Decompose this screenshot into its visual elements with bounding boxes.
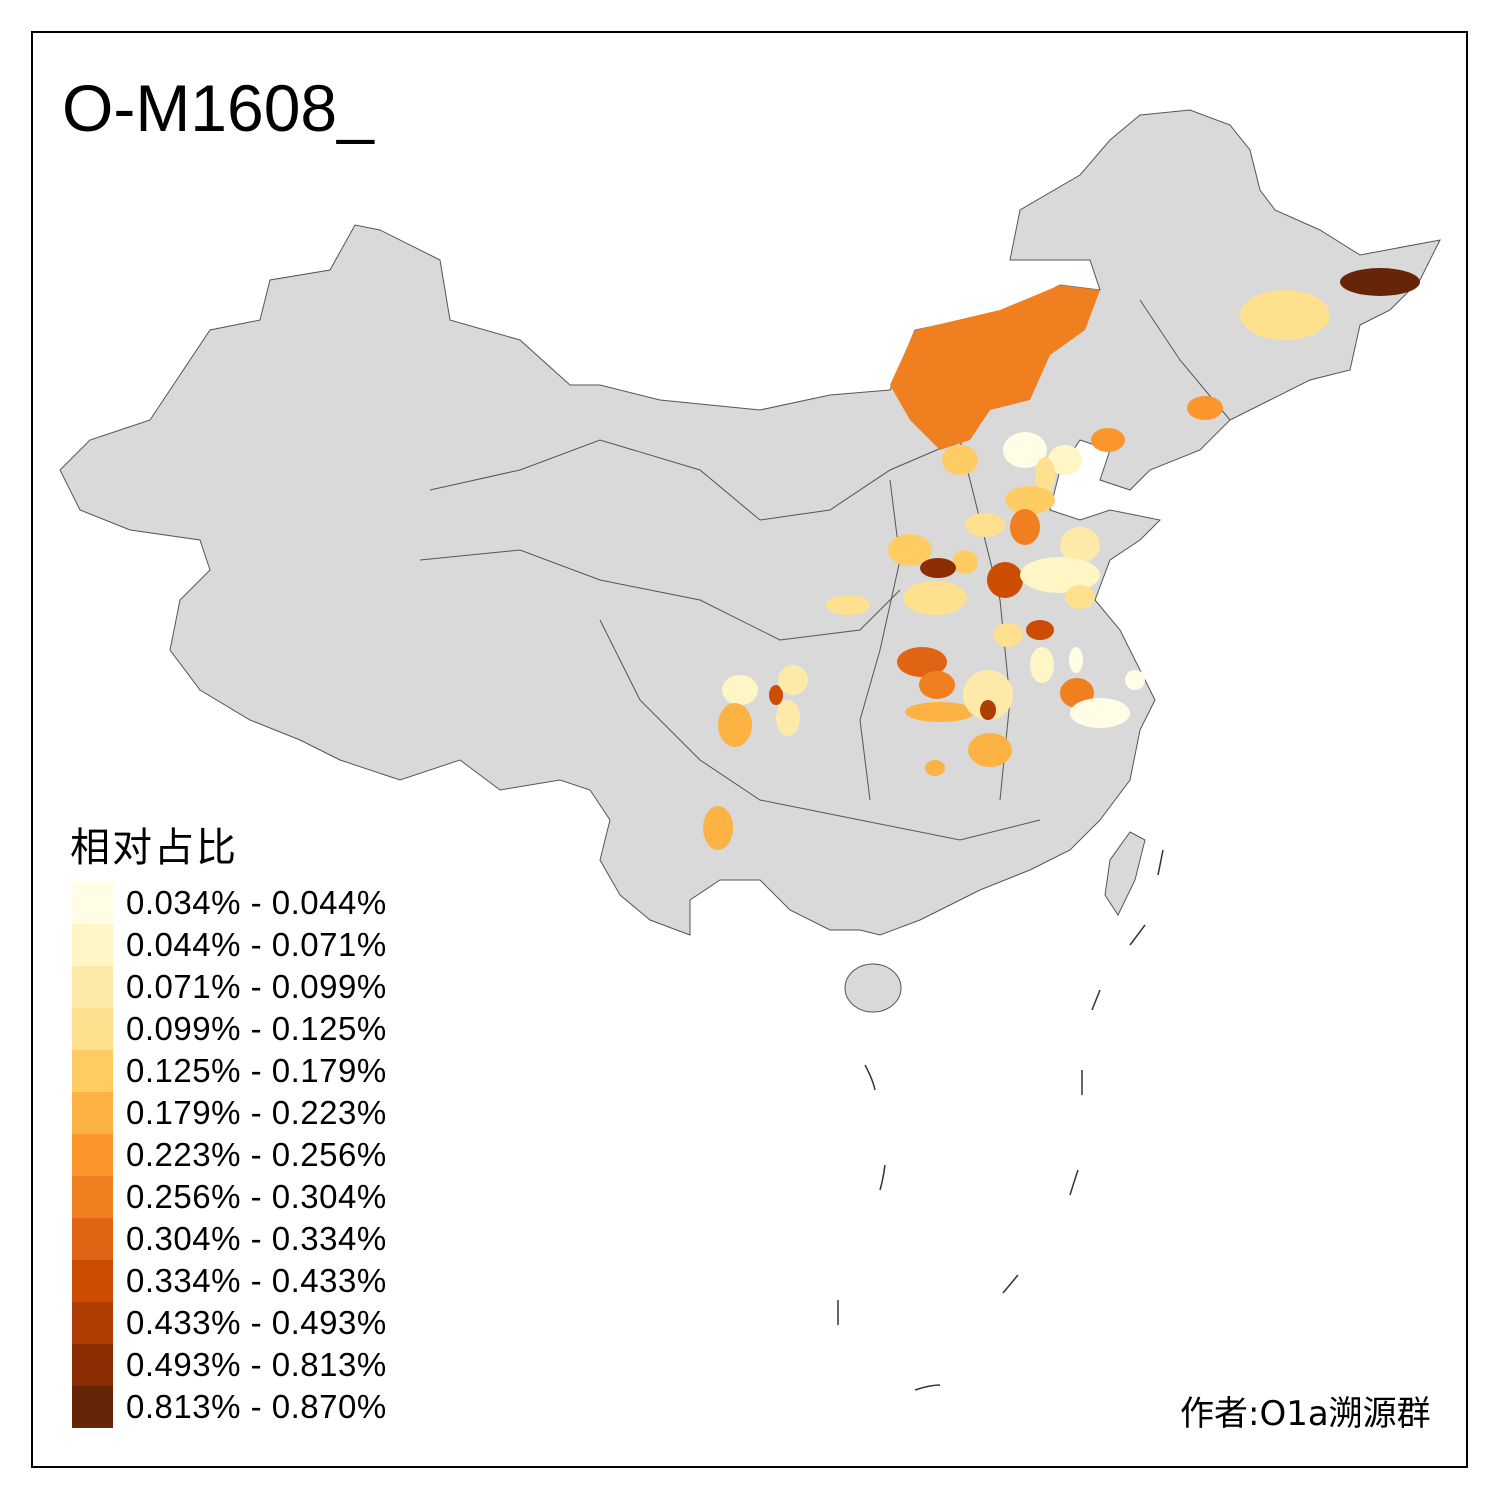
legend-swatch <box>72 1260 113 1302</box>
map-title: O-M1608_ <box>62 71 374 145</box>
region-fill <box>1091 428 1125 452</box>
legend-item: 0.071% - 0.099% <box>72 966 387 1008</box>
legend-swatch <box>72 1176 113 1218</box>
region-fill <box>888 534 932 566</box>
region-fill <box>963 670 1013 720</box>
region-fill <box>1035 457 1055 493</box>
legend-title: 相对占比 <box>70 825 238 871</box>
legend-item: 0.125% - 0.179% <box>72 1050 387 1092</box>
region-fill <box>980 700 996 720</box>
region-fill <box>1070 698 1130 728</box>
legend-item: 0.099% - 0.125% <box>72 1008 387 1050</box>
legend-label: 0.813% - 0.870% <box>126 1388 387 1425</box>
legend-item: 0.044% - 0.071% <box>72 924 387 966</box>
legend-label: 0.256% - 0.304% <box>126 1178 387 1215</box>
south-china-sea-islands <box>837 849 1164 1391</box>
legend-swatch <box>72 1092 113 1134</box>
region-fill <box>903 581 967 615</box>
region-fill <box>890 285 1100 450</box>
legend-swatch <box>72 1008 113 1050</box>
region-fill <box>776 700 800 736</box>
legend-item: 0.304% - 0.334% <box>72 1218 387 1260</box>
region-fill <box>1026 620 1054 640</box>
legend-label: 0.493% - 0.813% <box>126 1346 387 1383</box>
region-fill <box>1010 509 1040 545</box>
region-fill <box>1020 557 1100 593</box>
author-credit: 作者:O1a溯源群 <box>1180 1394 1431 1434</box>
legend-swatch <box>72 1050 113 1092</box>
region-fill <box>925 760 945 776</box>
legend-swatch <box>72 1218 113 1260</box>
legend-swatch <box>72 1134 113 1176</box>
region-fill <box>919 671 955 699</box>
region-fill <box>826 595 870 615</box>
region-fill <box>722 675 758 705</box>
region-fill <box>718 703 752 747</box>
region-fill <box>987 562 1023 598</box>
province-borders <box>419 299 1231 841</box>
legend-label: 0.223% - 0.256% <box>126 1136 387 1173</box>
region-fill <box>703 806 733 850</box>
region-fill <box>1060 527 1100 563</box>
region-fill <box>778 665 808 695</box>
legend-swatch <box>72 924 113 966</box>
legend-label: 0.125% - 0.179% <box>126 1052 387 1089</box>
legend-swatch <box>72 1386 113 1428</box>
region-fill <box>1340 268 1420 296</box>
legend-swatch <box>72 882 113 924</box>
legend-item: 0.334% - 0.433% <box>72 1260 387 1302</box>
hainan-island <box>844 963 902 1013</box>
region-fill <box>1240 290 1330 340</box>
region-fill <box>1048 445 1082 475</box>
region-fill <box>897 647 947 677</box>
mainland-china <box>59 109 1441 936</box>
legend-label: 0.071% - 0.099% <box>126 968 387 1005</box>
taiwan-island <box>1104 831 1146 917</box>
region-fill <box>1065 585 1095 609</box>
region-fill <box>1003 432 1047 468</box>
legend-label: 0.034% - 0.044% <box>126 884 387 921</box>
region-fill <box>1069 647 1083 673</box>
region-fill <box>993 623 1023 647</box>
legend-item: 0.179% - 0.223% <box>72 1092 387 1134</box>
base-map <box>59 109 1441 1391</box>
region-fill <box>1030 647 1054 683</box>
legend-label: 0.304% - 0.334% <box>126 1220 387 1257</box>
region-fill <box>769 685 783 705</box>
legend: 0.034% - 0.044% 0.044% - 0.071% 0.071% - 0… <box>72 882 387 1428</box>
region-fill <box>1005 486 1055 514</box>
map-frame <box>31 31 1468 1468</box>
region-fills <box>703 268 1420 850</box>
legend-item: 0.256% - 0.304% <box>72 1176 387 1218</box>
region-fill <box>968 733 1012 767</box>
legend-swatch <box>72 1344 113 1386</box>
region-fill <box>1125 670 1145 690</box>
region-fill <box>920 558 956 578</box>
legend-label: 0.099% - 0.125% <box>126 1010 387 1047</box>
legend-item: 0.223% - 0.256% <box>72 1134 387 1176</box>
legend-label: 0.433% - 0.493% <box>126 1304 387 1341</box>
region-fill <box>952 550 978 574</box>
legend-item: 0.493% - 0.813% <box>72 1344 387 1386</box>
region-fill <box>942 445 978 475</box>
region-fill <box>1187 396 1223 420</box>
legend-item: 0.433% - 0.493% <box>72 1302 387 1344</box>
legend-label: 0.179% - 0.223% <box>126 1094 387 1131</box>
legend-item: 0.813% - 0.870% <box>72 1386 387 1428</box>
legend-item: 0.034% - 0.044% <box>72 882 387 924</box>
region-fill <box>905 702 975 722</box>
legend-label: 0.334% - 0.433% <box>126 1262 387 1299</box>
legend-label: 0.044% - 0.071% <box>126 926 387 963</box>
legend-swatch <box>72 966 113 1008</box>
legend-swatch <box>72 1302 113 1344</box>
region-fill <box>965 513 1005 537</box>
